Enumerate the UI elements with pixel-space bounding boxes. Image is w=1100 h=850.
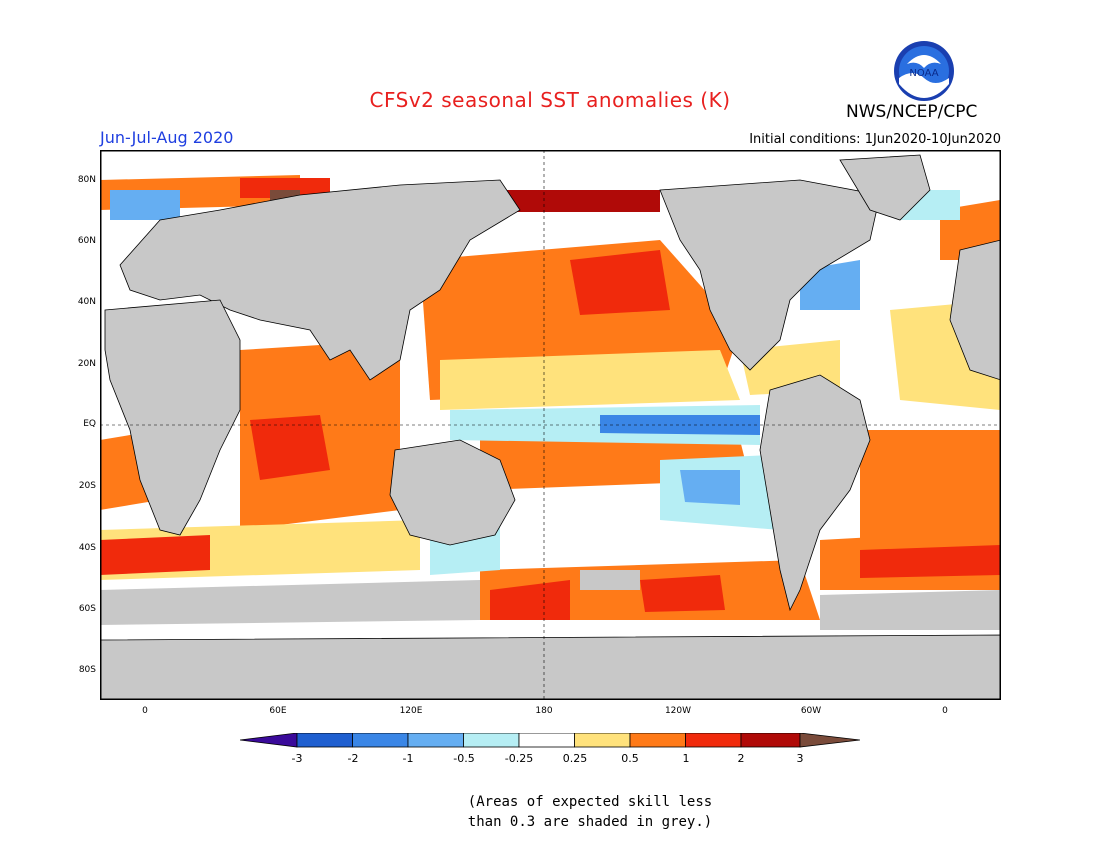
lon-label-120w: 120W: [664, 706, 692, 716]
colorbar-swatch-05-1: [629, 733, 686, 748]
chart-title: CFSv2 seasonal SST anomalies (K): [369, 88, 731, 112]
south-america-landmass: [759, 374, 871, 612]
lat-label-20s: 20S: [78, 481, 96, 491]
colorbar-label-3: 3: [796, 752, 804, 765]
colorbar-label-m2: -2: [347, 752, 359, 765]
map-gridlines: [100, 150, 1001, 700]
colorbar-swatch-lt-m3: [240, 733, 298, 748]
lon-label-0: 0: [142, 706, 148, 716]
lon-label-120e: 120E: [399, 706, 423, 716]
lon-label-180: 180: [535, 706, 553, 716]
colorbar-swatch-m05-m025: [463, 733, 520, 748]
colorbar-label-m3: -3: [291, 752, 303, 765]
lat-label-80s: 80S: [78, 665, 96, 675]
colorbar-swatch-m025-025: [518, 733, 575, 748]
logo-text: NOAA: [909, 68, 938, 79]
agency-label: NWS/NCEP/CPC: [846, 102, 978, 122]
greenland-landmass: [839, 154, 931, 221]
colorbar-swatch-m2-m1: [352, 733, 409, 748]
lon-label-60e: 60E: [269, 706, 287, 716]
colorbar-swatch-2-3: [740, 733, 801, 748]
colorbar-label-1: 1: [682, 752, 690, 765]
lat-label-60s: 60S: [78, 604, 96, 614]
skill-note-line1: (Areas of expected skill less: [467, 794, 713, 810]
skill-note: (Areas of expected skill less than 0.3 a…: [430, 792, 750, 832]
colorbar-label-m025: -0.25: [504, 752, 534, 765]
lat-label-80n: 80N: [77, 175, 96, 185]
lat-label-eq: EQ: [83, 419, 96, 429]
lat-label-20n: 20N: [77, 359, 96, 369]
europe-west-landmass: [949, 239, 1001, 381]
initial-conditions-label: Initial conditions: 1Jun2020-10Jun2020: [749, 132, 1001, 147]
antarctica-landmass: [100, 634, 1001, 700]
colorbar-label-m1: -1: [402, 752, 414, 765]
season-label: Jun-Jul-Aug 2020: [100, 128, 234, 147]
noaa-logo: NOAA: [893, 40, 955, 102]
warm-anomaly-areas: [100, 175, 1000, 620]
noaa-logo-icon: NOAA: [894, 41, 954, 101]
colorbar-swatch-025-05: [574, 733, 631, 748]
map-border: [100, 150, 1001, 700]
colorbar-label-m05: -0.5: [453, 752, 475, 765]
africa-landmass: [104, 299, 241, 536]
colorbar: [240, 733, 860, 748]
colorbar-label-2: 2: [737, 752, 745, 765]
lat-label-40n: 40N: [77, 297, 96, 307]
land-masses: [100, 154, 1001, 700]
colorbar-swatch-m1-m05: [407, 733, 464, 748]
colorbar-swatch-1-2: [685, 733, 742, 748]
lat-label-60n: 60N: [77, 236, 96, 246]
sst-anomaly-map: [100, 150, 1001, 700]
colorbar-label-05: 0.5: [621, 752, 639, 765]
lon-label-60w: 60W: [800, 706, 822, 716]
australia-landmass: [389, 439, 516, 546]
eurasia-landmass: [119, 179, 521, 381]
colorbar-label-025: 0.25: [562, 752, 588, 765]
colorbar-swatch-m3-m2: [296, 733, 353, 748]
lon-label-0-right: 0: [942, 706, 948, 716]
colorbar-swatch-gt-3: [799, 733, 860, 748]
skill-note-line2: than 0.3 are shaded in grey.): [467, 814, 713, 830]
low-skill-grey-areas: [100, 570, 1001, 630]
lat-label-40s: 40S: [78, 543, 96, 553]
